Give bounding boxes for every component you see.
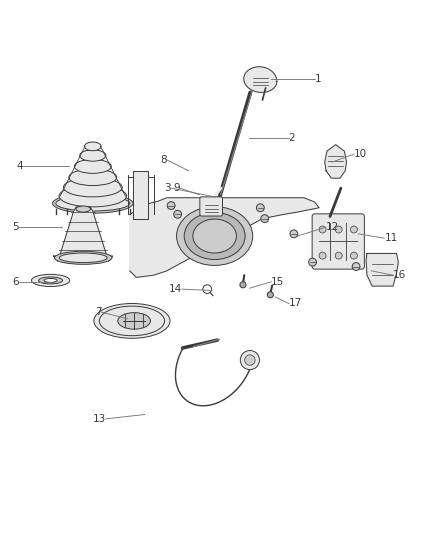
Ellipse shape [184,213,245,260]
Text: 14: 14 [169,284,182,294]
Text: 11: 11 [385,233,398,243]
Circle shape [319,226,326,233]
Circle shape [167,201,175,209]
FancyBboxPatch shape [200,197,223,216]
Text: 8: 8 [160,155,167,165]
Text: 17: 17 [289,298,302,309]
Ellipse shape [80,150,106,161]
Circle shape [240,282,246,288]
Polygon shape [244,67,277,92]
Text: 15: 15 [271,277,284,287]
Circle shape [240,351,259,370]
Ellipse shape [59,253,107,263]
Circle shape [319,252,326,259]
Text: 4: 4 [17,161,23,172]
Ellipse shape [85,142,101,151]
Circle shape [267,292,273,298]
Ellipse shape [177,207,253,265]
Polygon shape [366,254,398,286]
Ellipse shape [64,177,122,197]
Circle shape [245,355,255,365]
Circle shape [335,252,342,259]
Ellipse shape [99,306,165,336]
Ellipse shape [94,303,170,338]
Ellipse shape [56,196,130,211]
Ellipse shape [69,169,117,185]
Text: 2: 2 [289,133,295,143]
Text: 7: 7 [95,307,102,317]
Circle shape [350,252,357,259]
Ellipse shape [44,278,57,282]
Text: 10: 10 [354,149,367,159]
Ellipse shape [32,274,70,287]
Text: 6: 6 [12,277,19,287]
Text: 5: 5 [12,222,19,232]
Ellipse shape [39,277,63,284]
FancyBboxPatch shape [133,171,148,219]
Ellipse shape [53,193,133,213]
Ellipse shape [54,251,112,264]
Circle shape [335,226,342,233]
Polygon shape [325,144,346,178]
Circle shape [290,230,298,238]
Ellipse shape [74,159,111,173]
Ellipse shape [76,206,91,212]
Text: 16: 16 [393,270,406,280]
Circle shape [261,215,268,223]
Polygon shape [53,207,113,261]
Text: 13: 13 [92,414,106,424]
Circle shape [352,263,360,270]
Circle shape [350,226,357,233]
Circle shape [309,258,317,266]
Text: 1: 1 [315,75,321,84]
FancyBboxPatch shape [312,214,364,269]
Circle shape [256,204,264,212]
Polygon shape [130,198,319,277]
Ellipse shape [193,219,237,253]
Ellipse shape [118,313,150,329]
Text: 3: 3 [165,183,171,193]
Ellipse shape [59,185,127,207]
Circle shape [174,211,182,218]
Text: 9: 9 [173,183,180,193]
Text: 12: 12 [325,222,339,232]
